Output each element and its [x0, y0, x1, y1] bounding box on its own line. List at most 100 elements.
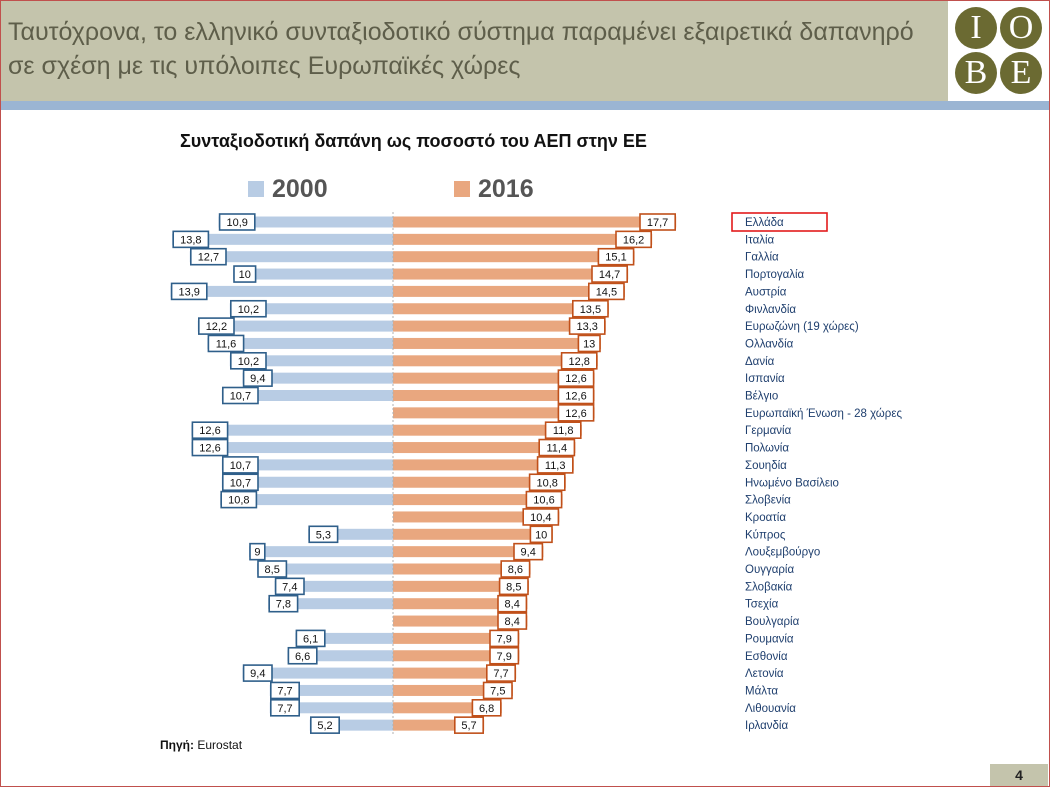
category-label-row-4: Πορτογαλία — [745, 269, 805, 281]
bar-2000-row-28 — [269, 684, 393, 696]
category-label-row-21: Ουγγαρία — [745, 564, 794, 576]
value-box-2016-row-26 — [489, 646, 520, 665]
bar-2000-row-5 — [170, 285, 393, 297]
category-label-row-7: Ευρωζώνη (19 χώρες) — [745, 321, 859, 333]
value-label-2016-row-13: 11,8 — [553, 425, 574, 437]
value-box-2000-row-10 — [242, 369, 273, 387]
category-label-row-23: Τσεχία — [745, 599, 779, 611]
bar-2016-row-29 — [393, 702, 502, 714]
value-box-2000-row-5 — [170, 282, 208, 301]
value-box-2000-row-3 — [190, 247, 227, 266]
bar-2016-row-21 — [393, 563, 531, 575]
value-label-2000-row-17: 10,8 — [228, 495, 249, 507]
bar-2000-row-25 — [295, 632, 393, 644]
bar-2000-row-22 — [274, 580, 393, 592]
bar-2016-row-28 — [393, 684, 513, 696]
value-label-2000-row-4: 10 — [239, 269, 251, 281]
bar-2000-row-23 — [268, 598, 393, 610]
value-box-2000-row-30 — [309, 716, 340, 734]
bar-2000-row-16 — [221, 476, 393, 488]
value-label-2000-row-21: 8,5 — [265, 564, 280, 576]
value-box-2000-row-2 — [172, 230, 210, 249]
bar-2000-row-30 — [309, 719, 393, 731]
legend-swatch-2000 — [248, 181, 264, 197]
legend-label-2000: 2000 — [272, 175, 328, 203]
value-label-2016-row-28: 7,5 — [490, 685, 505, 697]
category-label-row-14: Πολωνία — [745, 443, 789, 455]
value-box-2016-row-20 — [513, 542, 544, 561]
bar-2016-row-20 — [393, 546, 544, 558]
value-box-2016-row-28 — [482, 681, 513, 700]
page-number-box: 4 — [990, 764, 1048, 786]
value-box-2016-row-9 — [560, 351, 598, 370]
category-label-row-3: Γαλλία — [745, 252, 779, 264]
value-box-2016-row-2 — [615, 230, 653, 249]
category-label-row-5: Αυστρία — [745, 286, 787, 298]
category-label-row-29: Λιθουανία — [745, 703, 796, 715]
logo-letter-b: B — [955, 52, 997, 94]
bar-2016-row-9 — [393, 355, 598, 367]
value-box-2000-row-7 — [198, 317, 235, 335]
value-box-2016-row-25 — [489, 629, 520, 648]
value-label-2000-row-27: 9,4 — [250, 668, 265, 680]
legend-swatch-2016 — [454, 181, 470, 197]
category-label-row-12: Ευρωπαϊκή Ένωση - 28 χώρες — [745, 408, 902, 420]
logo-letter-i: I — [955, 7, 997, 49]
value-box-2000-row-22 — [274, 577, 305, 596]
value-box-2000-row-13 — [191, 421, 229, 440]
category-label-row-17: Σλοβενία — [745, 495, 791, 507]
value-label-2000-row-1: 10,9 — [226, 217, 247, 229]
bar-2016-row-24 — [393, 615, 528, 627]
value-box-2000-row-11 — [222, 386, 259, 405]
value-box-2016-row-24 — [497, 612, 528, 630]
category-label-row-20: Λουξεμβούργο — [745, 547, 820, 559]
value-box-2016-row-5 — [587, 282, 625, 301]
value-label-2000-row-16: 10,7 — [230, 477, 251, 489]
value-label-2000-row-19: 5,3 — [316, 529, 331, 541]
value-label-2000-row-11: 10,7 — [230, 391, 251, 403]
value-label-2016-row-4: 14,7 — [599, 269, 620, 281]
category-label-row-2: Ιταλία — [745, 234, 775, 246]
value-label-2000-row-9: 10,2 — [238, 356, 259, 368]
value-label-2016-row-8: 13 — [583, 338, 595, 350]
value-box-2000-row-9 — [230, 351, 267, 370]
header-divider — [1, 101, 1049, 110]
bar-2016-row-19 — [393, 528, 553, 540]
value-label-2000-row-29: 7,7 — [277, 703, 292, 715]
value-label-2016-row-12: 12,6 — [565, 408, 586, 420]
value-label-2016-row-9: 12,8 — [568, 356, 589, 368]
category-label-row-8: Ολλανδία — [745, 338, 794, 350]
value-label-2016-row-29: 6,8 — [479, 703, 494, 715]
value-label-2016-row-15: 11,3 — [545, 460, 566, 472]
value-label-2016-row-24: 8,4 — [505, 616, 520, 628]
value-box-2016-row-7 — [568, 317, 606, 335]
bar-2016-row-27 — [393, 667, 517, 679]
value-box-2016-row-11 — [557, 386, 595, 405]
logo-letter-o: O — [1000, 7, 1042, 49]
category-label-row-6: Φινλανδία — [745, 304, 796, 316]
value-label-2016-row-6: 13,5 — [580, 304, 601, 316]
bar-2016-row-26 — [393, 650, 520, 662]
bar-2016-row-5 — [393, 285, 625, 297]
value-label-2016-row-2: 16,2 — [623, 234, 644, 246]
value-box-2000-row-23 — [268, 594, 299, 613]
value-label-2000-row-3: 12,7 — [198, 252, 219, 264]
value-label-2016-row-14: 11,4 — [547, 443, 568, 455]
bar-2000-row-8 — [207, 337, 393, 349]
category-label-row-16: Ηνωμένο Βασίλειο — [745, 477, 839, 489]
value-box-2000-row-28 — [269, 681, 300, 700]
value-label-2000-row-14: 12,6 — [199, 443, 220, 455]
value-label-2016-row-3: 15,1 — [605, 252, 626, 264]
value-label-2016-row-20: 9,4 — [521, 547, 536, 559]
value-box-2016-row-1 — [639, 213, 677, 231]
value-box-2000-row-26 — [287, 646, 318, 665]
value-label-2000-row-25: 6,1 — [303, 633, 318, 645]
value-box-2016-row-4 — [591, 265, 629, 283]
value-label-2016-row-16: 10,8 — [536, 477, 557, 489]
bar-2000-row-13 — [191, 424, 393, 436]
category-label-row-28: Μάλτα — [745, 685, 778, 697]
bar-2016-row-6 — [393, 303, 609, 315]
value-box-2016-row-18 — [522, 508, 560, 526]
value-label-2000-row-28: 7,7 — [277, 685, 292, 697]
page-number: 4 — [1015, 767, 1023, 783]
